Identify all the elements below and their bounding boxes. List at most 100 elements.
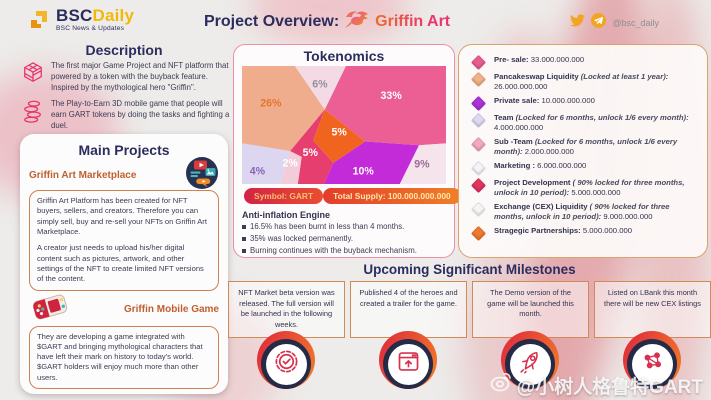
diamond-bullet-icon <box>470 201 487 218</box>
bsc-daily-logo: BSCDaily BSC News & Updates <box>27 7 134 36</box>
rocket-icon <box>517 348 544 380</box>
coins-icon <box>22 99 44 132</box>
chart-slice-cex-liquidity <box>399 143 446 184</box>
badge-check-icon <box>273 348 300 380</box>
chart-slice-project-dev <box>290 109 334 184</box>
allocation-list: Pre- sale: 33.000.000.000 Pancakeswap Liq… <box>470 54 695 242</box>
tokenomics-card: Tokenomics 33% 26% 10% 9% 6% 5% 5% 4% 2%… <box>233 44 461 258</box>
griffin-logo-icon <box>344 9 370 34</box>
milestone-circle <box>501 331 559 400</box>
milestone-circle <box>623 331 681 400</box>
bsc-daily-logo-icon <box>27 7 51 36</box>
allocation-item: Exchange (CEX) Liquidity ( 90% locked fo… <box>470 201 695 222</box>
anti-inflation-bullet: 35% was locked permanently. <box>242 234 446 244</box>
marketplace-media-icon <box>185 156 219 195</box>
allocation-text: Private sale: 10.000.000.000 <box>494 96 595 106</box>
diamond-bullet-icon <box>470 54 487 71</box>
chart-slice-marketing <box>294 66 346 110</box>
main-projects-title: Main Projects <box>78 142 170 158</box>
main-projects-card: Main Projects Griffin Art Marketplace <box>20 134 228 394</box>
logo-wordmark: BSCDaily <box>56 6 135 25</box>
mobile-game-description-box: They are developing a game integrated wi… <box>29 325 219 390</box>
allocation-text: Team (Locked for 6 months, unlock 1/6 ev… <box>494 113 689 133</box>
milestone-text: Published 4 of the heroes and created a … <box>359 288 458 308</box>
allocation-item: Marketing : 6.000.000.000 <box>470 160 695 177</box>
chart-slice-partnerships <box>313 109 366 163</box>
description-text: The first major Game Project and NFT pla… <box>51 61 229 92</box>
logo-tagline: BSC News & Updates <box>56 25 125 32</box>
allocation-item: Private sale: 10.000.000.000 <box>470 95 695 112</box>
mobile-game-title: Griffin Mobile Game <box>123 304 219 315</box>
watermark-text: @小树人格鲁特GART <box>516 376 703 398</box>
allocation-text: Marketing : 6.000.000.000 <box>494 161 587 171</box>
browser-upload-icon <box>395 348 422 380</box>
allocation-item: Team (Locked for 6 months, unlock 1/6 ev… <box>470 113 695 133</box>
allocation-item: Sub -Team (Locked for 6 months, unlock 1… <box>470 136 695 157</box>
milestone-text: The Demo version of the game will be lau… <box>487 288 574 319</box>
allocation-item: Pancakeswap Liquidity (Locked at least 1… <box>470 71 695 92</box>
gamepad-icon <box>29 290 71 329</box>
square-bullet-icon <box>242 224 246 229</box>
diamond-bullet-icon <box>470 178 487 194</box>
description-title: Description <box>85 42 163 58</box>
chart-label: 2% <box>282 158 298 170</box>
watermark: @小树人格鲁特GART <box>489 371 703 399</box>
allocation-text: Exchange (CEX) Liquidity ( 90% locked fo… <box>494 202 670 222</box>
anti-inflation-title: Anti-inflation Engine <box>242 210 330 220</box>
project-name: Griffin Art <box>375 12 451 30</box>
symbol-badge: Symbol: GART <box>244 188 324 204</box>
chart-label: 26% <box>260 98 282 110</box>
marketplace-title: Griffin Art Marketplace <box>29 169 137 181</box>
diamond-bullet-icon <box>470 136 487 153</box>
square-bullet-icon <box>242 248 246 253</box>
diamond-bullet-icon <box>470 71 487 88</box>
chart-label: 10% <box>353 165 375 177</box>
diamond-bullet-icon <box>470 113 487 129</box>
page-title: Project Overview: <box>204 12 340 30</box>
allocation-text: Pre- sale: 33.000.000.000 <box>494 55 585 64</box>
weibo-icon <box>489 371 513 399</box>
chart-label: 6% <box>312 78 328 90</box>
milestone-circle <box>379 331 437 400</box>
description-item: The first major Game Project and NFT pla… <box>22 61 230 94</box>
anti-inflation-bullet: 16.5% has been burnt in less than 4 mont… <box>242 222 446 232</box>
milestone-circle <box>257 331 315 400</box>
allocation-text: Pancakeswap Liquidity (Locked at least 1… <box>494 72 669 92</box>
tokenomics-mosaic-chart: 33% 26% 10% 9% 6% 5% 5% 4% 2% <box>242 66 446 184</box>
milestones-title: Upcoming Significant Milestones <box>363 262 576 277</box>
chart-slice-private-sale <box>323 141 420 184</box>
chart-slice-team <box>242 143 291 184</box>
chart-label: 4% <box>250 165 266 177</box>
description-item: The Play-to-Earn 3D mobile game that peo… <box>22 99 230 132</box>
chart-label: 5% <box>303 147 319 159</box>
telegram-icon[interactable] <box>591 13 607 33</box>
chart-slice-subteam <box>280 151 302 184</box>
marketplace-description-box: Griffin Art Platform has been created fo… <box>29 190 219 291</box>
anti-inflation-bullet: Burning continues with the buyback mecha… <box>242 246 446 256</box>
milestone-card: Listed on LBank this month there will be… <box>594 281 711 338</box>
mobile-game-paragraph: They are developing a game integrated wi… <box>37 331 203 382</box>
allocation-item: Pre- sale: 33.000.000.000 <box>470 54 695 71</box>
allocation-text: Sub -Team (Locked for 6 months, unlock 1… <box>494 137 678 157</box>
allocation-item: Project Development ( 90% locked for thr… <box>470 178 695 198</box>
milestone-card: NFT Market beta version was released. Th… <box>228 281 345 338</box>
chart-label: 33% <box>381 90 403 102</box>
allocation-card: Pre- sale: 33.000.000.000 Pancakeswap Liq… <box>458 44 708 258</box>
allocation-item: Stragegic Partnerships: 5.000.000.000 <box>470 225 695 242</box>
twitter-icon[interactable] <box>570 14 586 32</box>
social-handle[interactable]: @bsc_daily <box>612 18 659 28</box>
diamond-bullet-icon <box>470 95 487 112</box>
milestone-text: NFT Market beta version was released. Th… <box>238 288 335 330</box>
anti-inflation-list: 16.5% has been burnt in less than 4 mont… <box>242 222 446 256</box>
milestone-card: The Demo version of the game will be lau… <box>472 281 589 338</box>
chart-slice-presale <box>324 66 446 146</box>
marketplace-paragraph: A creator just needs to upload his/her d… <box>37 243 204 284</box>
total-supply-badge: Total Supply: 100.000.000.000 <box>323 188 461 204</box>
diamond-bullet-icon <box>470 160 487 177</box>
chart-label: 9% <box>414 159 430 171</box>
milestone-card: Published 4 of the heroes and created a … <box>350 281 467 338</box>
allocation-text: Project Development ( 90% locked for thr… <box>494 178 685 198</box>
chart-slice-pancakeswap <box>242 66 325 152</box>
chart-label: 5% <box>332 127 348 139</box>
